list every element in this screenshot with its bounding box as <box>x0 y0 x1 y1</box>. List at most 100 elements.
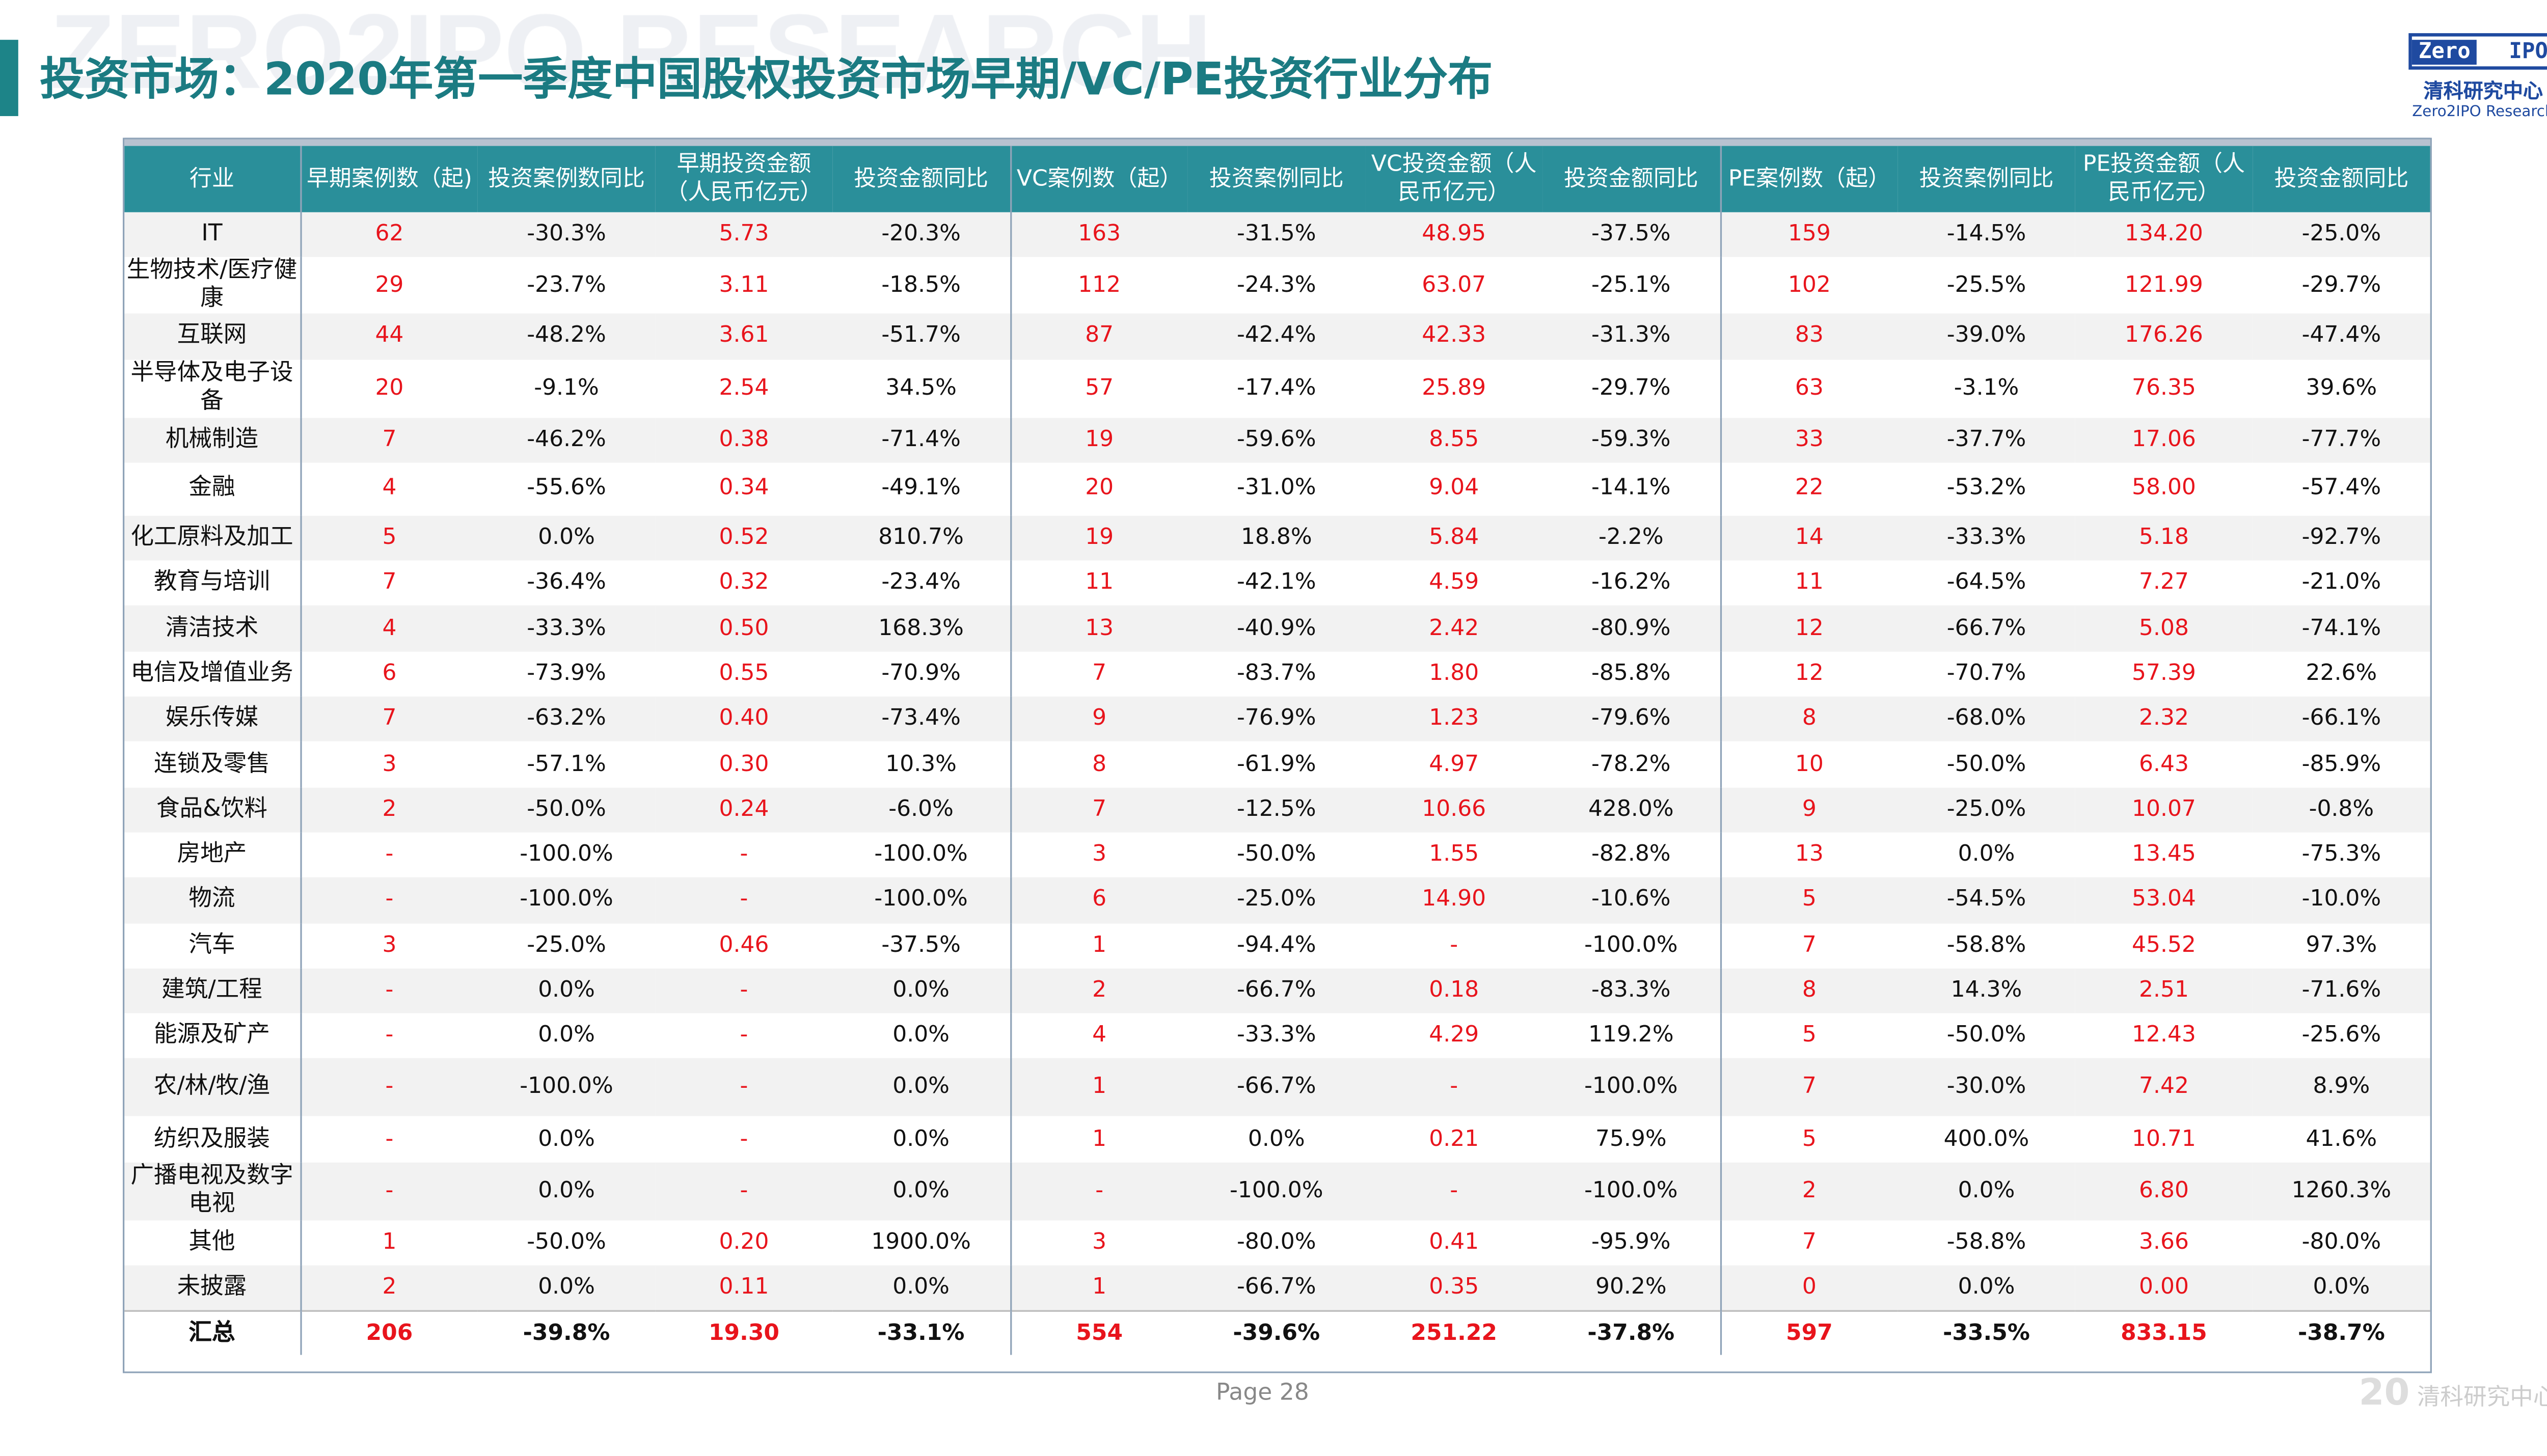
industry-cell: 教育与培训 <box>124 561 301 607</box>
value-cell: -33.3% <box>477 606 656 652</box>
value-cell: -25.0% <box>477 923 656 969</box>
value-cell: -31.5% <box>1187 212 1366 258</box>
value-cell: -57.4% <box>2253 462 2430 516</box>
value-cell: -77.7% <box>2253 417 2430 463</box>
value-cell: -3.1% <box>1898 359 2075 418</box>
value-cell: -23.7% <box>477 257 656 314</box>
value-cell: 3.61 <box>655 314 833 360</box>
value-cell: 25.89 <box>1365 359 1543 418</box>
value-cell: -80.9% <box>1542 606 1720 652</box>
value-cell: -59.6% <box>1187 417 1366 463</box>
value-cell: -50.0% <box>1898 741 2075 787</box>
value-cell: -31.3% <box>1542 314 1720 360</box>
value-cell: -61.9% <box>1187 741 1366 787</box>
industry-cell: 化工原料及加工 <box>124 515 301 561</box>
watermark-image <box>0 0 1493 133</box>
value-cell: 4.97 <box>1365 741 1543 787</box>
column-header: 投资案例同比 <box>1898 146 2075 212</box>
page-title: 投资市场：2020年第一季度中国股权投资市场早期/VC/PE投资行业分布 <box>40 54 1493 106</box>
value-cell: 0.34 <box>655 462 833 516</box>
value-cell: -16.2% <box>1542 561 1720 607</box>
value-cell: -39.0% <box>1898 314 2075 360</box>
value-cell: -33.5% <box>1898 1310 2075 1356</box>
value-cell: 0.52 <box>655 515 833 561</box>
value-cell: -66.7% <box>1898 606 2075 652</box>
value-cell: - <box>299 877 478 923</box>
industry-cell: 其他 <box>124 1220 301 1266</box>
title-accent-bar <box>0 40 18 116</box>
value-cell: 57.39 <box>2075 651 2253 697</box>
value-cell: 44 <box>299 314 478 360</box>
column-header: 投资金额同比 <box>1542 146 1720 212</box>
column-header: VC案例数（起） <box>1009 146 1188 212</box>
industry-cell: 生物技术/医疗健康 <box>124 257 301 314</box>
value-cell: -78.2% <box>1542 741 1720 787</box>
footer-logo-mark: 20 <box>2359 1373 2410 1415</box>
value-cell: 0.40 <box>655 696 833 742</box>
value-cell: -29.7% <box>2253 257 2430 314</box>
value-cell: -24.3% <box>1187 257 1366 314</box>
table-row: 娱乐传媒 7 -63.2% 0.40 -73.4% 9 -76.9% 1.23 -79.6% 8-… <box>124 696 2430 742</box>
value-cell: 11 <box>1719 561 1898 607</box>
value-cell: 0.18 <box>1365 968 1543 1014</box>
value-cell: 0.38 <box>655 417 833 463</box>
value-cell: -80.0% <box>1187 1220 1366 1266</box>
value-cell: 34.5% <box>832 359 1011 418</box>
value-cell: -51.7% <box>832 314 1011 360</box>
table-row: 半导体及电子设备 20 -9.1% 2.54 34.5% 57 -17.4% 25.89 -29… <box>124 359 2430 418</box>
value-cell: -71.4% <box>832 417 1011 463</box>
value-cell: 1 <box>1009 1059 1188 1117</box>
value-cell: - <box>299 968 478 1014</box>
value-cell: 0.0% <box>832 1162 1011 1220</box>
value-cell: -17.4% <box>1187 359 1366 418</box>
column-header: PE投资金额（人民币亿元） <box>2075 146 2253 212</box>
value-cell: 8 <box>1009 741 1188 787</box>
value-cell: -55.6% <box>477 462 656 516</box>
value-cell: 0.30 <box>655 741 833 787</box>
value-cell: 97.3% <box>2253 923 2430 969</box>
value-cell: 5 <box>1719 877 1898 923</box>
value-cell: -42.1% <box>1187 561 1366 607</box>
value-cell: -54.5% <box>1898 877 2075 923</box>
value-cell: - <box>1365 923 1543 969</box>
industry-cell: 娱乐传媒 <box>124 696 301 742</box>
value-cell: -100.0% <box>477 832 656 878</box>
value-cell: 75.9% <box>1542 1117 1720 1162</box>
value-cell: 2 <box>299 787 478 833</box>
column-header: 早期投资金额（人民币亿元） <box>655 146 833 212</box>
value-cell: 102 <box>1719 257 1898 314</box>
value-cell: 83 <box>1719 314 1898 360</box>
industry-cell: 未披露 <box>124 1265 301 1311</box>
industry-distribution-table: 行业 早期案例数（起) 投资案例数同比 早期投资金额（人民币亿元） 投资金额同比 VC案例… <box>124 146 2430 1356</box>
value-cell: -100.0% <box>1187 1162 1366 1220</box>
value-cell: 29 <box>299 257 478 314</box>
value-cell: - <box>299 1059 478 1117</box>
table-row: 化工原料及加工 5 0.0% 0.52 810.7% 19 18.8% 5.84 -2.2% 14… <box>124 515 2430 561</box>
value-cell: 63.07 <box>1365 257 1543 314</box>
value-cell: -66.7% <box>1187 1059 1366 1117</box>
value-cell: 3 <box>1009 1220 1188 1266</box>
value-cell: 4.29 <box>1365 1013 1543 1059</box>
value-cell: -33.1% <box>832 1310 1011 1356</box>
value-cell: 3 <box>1009 832 1188 878</box>
value-cell: 0.0% <box>1187 1117 1366 1162</box>
value-cell: 5 <box>1719 1117 1898 1162</box>
value-cell: 19 <box>1009 417 1188 463</box>
table-row: 生物技术/医疗健康 29 -23.7% 3.11 -18.5% 112 -24.3% 63.0… <box>124 257 2430 314</box>
value-cell: 0.0% <box>832 1013 1011 1059</box>
value-cell: 10.66 <box>1365 787 1543 833</box>
value-cell: -80.0% <box>2253 1220 2430 1266</box>
table-row: 机械制造 7 -46.2% 0.38 -71.4% 19 -59.6% 8.55 -59.3% 3… <box>124 417 2430 463</box>
value-cell: 5 <box>299 515 478 561</box>
column-header: PE案例数（起） <box>1719 146 1898 212</box>
value-cell: 597 <box>1719 1310 1898 1356</box>
value-cell: 2 <box>1719 1162 1898 1220</box>
value-cell: 5.08 <box>2075 606 2253 652</box>
value-cell: -25.6% <box>2253 1013 2430 1059</box>
value-cell: -21.0% <box>2253 561 2430 607</box>
value-cell: -100.0% <box>477 877 656 923</box>
footer-logo: 20 清科研究中心 <box>2359 1373 2547 1414</box>
column-header: VC投资金额（人民币亿元） <box>1365 146 1543 212</box>
value-cell: -2.2% <box>1542 515 1720 561</box>
